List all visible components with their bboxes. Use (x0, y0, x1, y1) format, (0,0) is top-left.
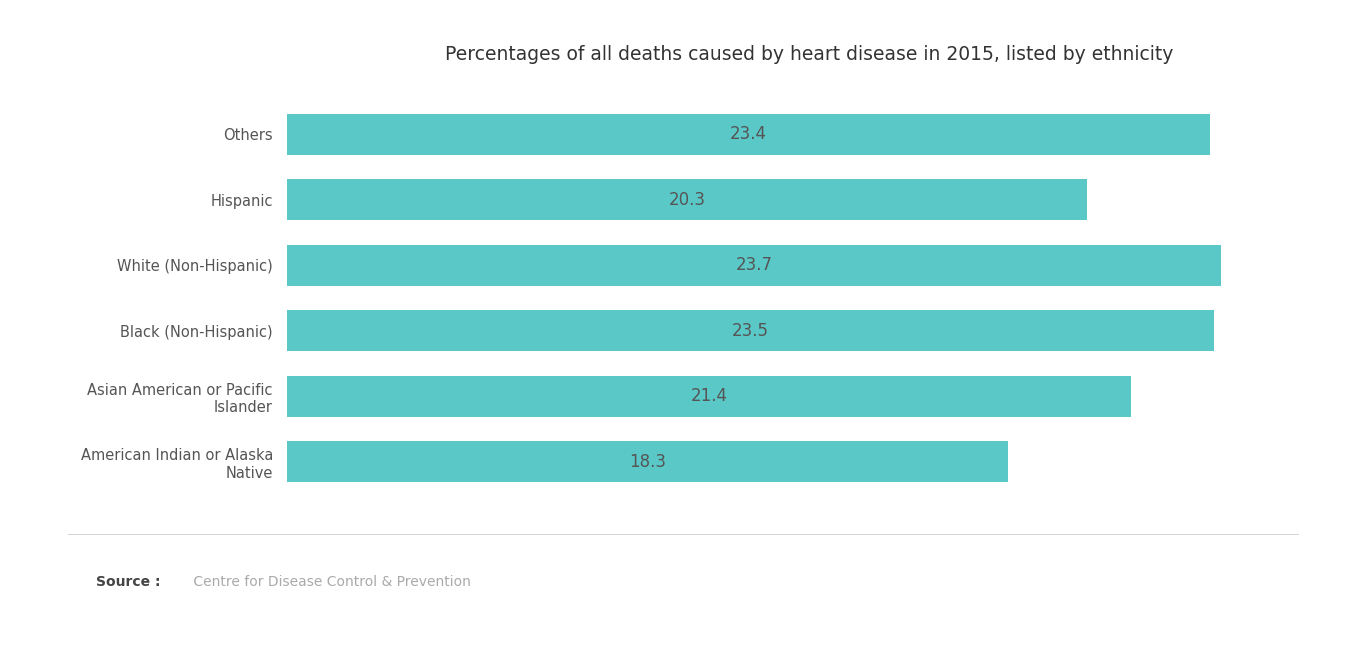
Title: Percentages of all deaths caused by heart disease in 2015, listed by ethnicity: Percentages of all deaths caused by hear… (445, 45, 1173, 64)
Bar (287, 179, 1087, 220)
Bar (287, 441, 1008, 482)
Bar (287, 114, 1210, 155)
Text: 23.4: 23.4 (729, 125, 766, 143)
Bar (287, 310, 1213, 351)
Bar (287, 376, 1131, 417)
Text: 20.3: 20.3 (668, 191, 706, 209)
Bar (287, 245, 1221, 286)
Text: Centre for Disease Control & Prevention: Centre for Disease Control & Prevention (189, 576, 470, 590)
Text: 23.7: 23.7 (736, 256, 773, 274)
Text: Source :: Source : (96, 576, 160, 590)
Text: 23.5: 23.5 (732, 322, 769, 340)
Text: 18.3: 18.3 (630, 453, 667, 471)
Text: 21.4: 21.4 (690, 387, 727, 405)
